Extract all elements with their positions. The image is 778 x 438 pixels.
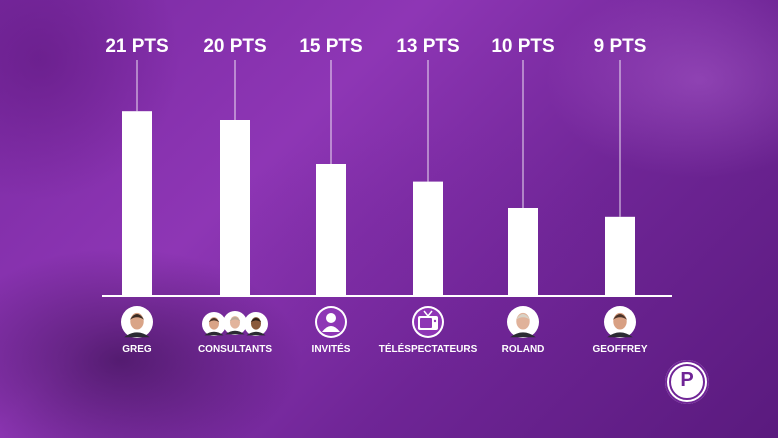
bar	[605, 216, 635, 295]
tv-antenna-right	[427, 310, 433, 317]
consultant-portrait-icon	[223, 311, 247, 335]
tv-antenna-left	[423, 310, 429, 317]
tv-knob	[433, 319, 437, 323]
consultant-portrait-icon	[244, 312, 268, 336]
geoffrey-portrait-icon	[604, 306, 636, 338]
value-label: 21 PTS	[105, 36, 168, 57]
value-label: 13 PTS	[396, 36, 459, 57]
logo-glyph: P	[680, 369, 694, 391]
category-label: CONSULTANTS	[198, 344, 272, 355]
value-label: 20 PTS	[203, 36, 266, 57]
consultant-portrait-icon	[202, 312, 226, 336]
bar	[508, 208, 538, 295]
bar	[316, 164, 346, 295]
category-label: GREG	[122, 344, 152, 355]
value-label: 10 PTS	[491, 36, 554, 57]
logo-ring	[669, 364, 705, 400]
category-label: GEOFFREY	[592, 344, 647, 355]
guest-body-shape	[322, 326, 340, 332]
bar	[220, 120, 250, 295]
category-label: INVITÉS	[312, 342, 351, 355]
tv-screen	[420, 318, 432, 328]
value-label: 9 PTS	[594, 36, 647, 57]
roland-portrait-icon	[507, 306, 539, 338]
value-label: 15 PTS	[299, 36, 362, 57]
greg-portrait-icon	[121, 306, 153, 338]
guest-head-shape	[326, 313, 336, 323]
category-label: ROLAND	[502, 344, 545, 355]
les-pucealistes-logo-icon: P	[665, 360, 709, 404]
bar	[413, 181, 443, 295]
bar	[122, 111, 152, 295]
category-label: TÉLÉSPECTATEURS	[379, 342, 478, 355]
